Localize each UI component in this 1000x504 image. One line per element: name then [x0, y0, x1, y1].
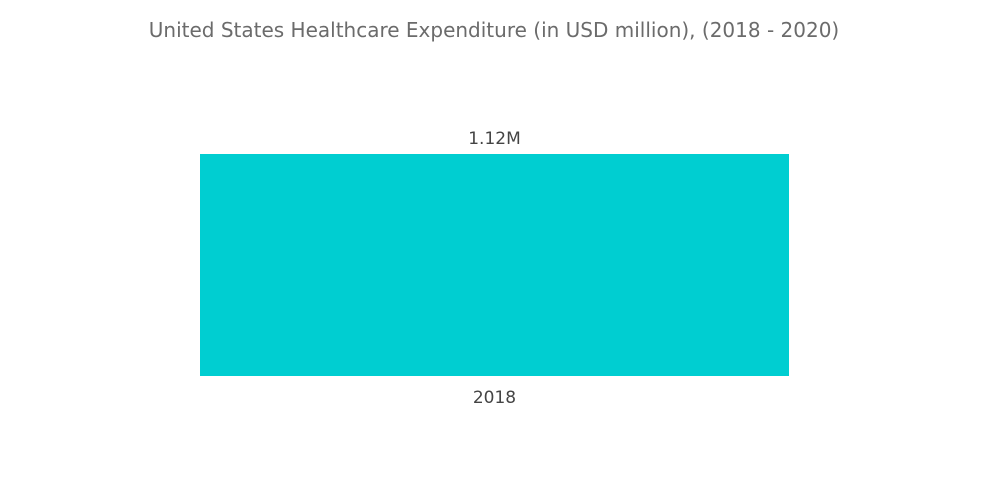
x-tick-label-2018: 2018 — [473, 388, 516, 408]
data-label-2018: 1.12M — [468, 129, 521, 149]
chart-title: United States Healthcare Expenditure (in… — [148, 18, 840, 42]
bar-2018 — [200, 154, 789, 376]
